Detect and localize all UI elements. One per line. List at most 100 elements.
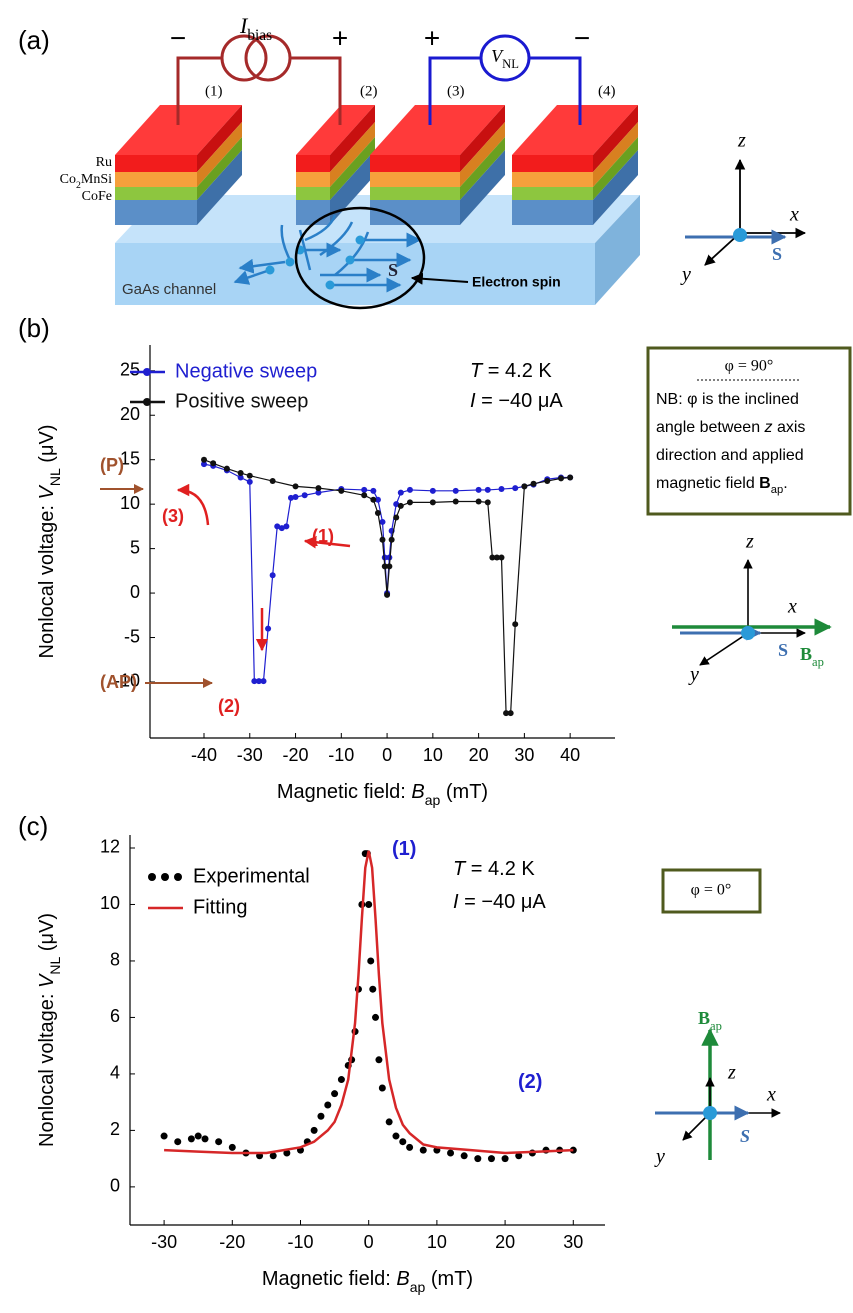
x-tick-label: 20 bbox=[469, 745, 489, 765]
data-point bbox=[507, 710, 514, 717]
data-point bbox=[278, 525, 285, 532]
data-point bbox=[194, 1132, 202, 1140]
spin-symbol: S bbox=[388, 260, 398, 280]
y-tick-label: 15 bbox=[120, 448, 140, 468]
legend-marker bbox=[143, 398, 151, 406]
data-point bbox=[301, 492, 308, 499]
data-point bbox=[474, 1155, 482, 1163]
data-point bbox=[384, 591, 391, 598]
data-point bbox=[393, 501, 400, 508]
data-point bbox=[452, 487, 459, 494]
text-part: Magnetic field: bbox=[277, 781, 412, 803]
note-box bbox=[661, 868, 762, 914]
panel-label: (b) bbox=[18, 313, 50, 343]
contact-label: (3) bbox=[447, 83, 465, 99]
text-part: = 4.2 K bbox=[465, 858, 535, 880]
text-part: ap bbox=[771, 484, 783, 496]
axis-name: x bbox=[789, 204, 799, 226]
data-point bbox=[292, 494, 299, 501]
data-point bbox=[283, 1149, 291, 1157]
x-tick-label: 0 bbox=[364, 1232, 374, 1252]
text-part: (1) bbox=[312, 526, 334, 546]
data-point bbox=[361, 486, 368, 493]
data-point bbox=[315, 485, 322, 492]
data-point bbox=[498, 486, 505, 493]
text-part: I bbox=[239, 13, 249, 38]
contact-side bbox=[460, 105, 505, 172]
contact-layer bbox=[296, 200, 330, 225]
panel-label: (c) bbox=[18, 811, 48, 841]
arrow bbox=[699, 632, 749, 666]
text-part: Co bbox=[60, 172, 76, 187]
x-tick-label: -30 bbox=[237, 745, 263, 765]
text-part: (3) bbox=[162, 506, 184, 526]
text-part: (2) bbox=[518, 1071, 542, 1093]
arrow bbox=[303, 536, 351, 549]
y-tick-label: 12 bbox=[100, 837, 120, 857]
data-point bbox=[487, 1155, 495, 1163]
legend-label: Experimental bbox=[193, 865, 310, 887]
text-part: B bbox=[396, 1268, 409, 1290]
data-point bbox=[379, 536, 386, 543]
data-point bbox=[489, 554, 496, 561]
data-point bbox=[392, 1132, 400, 1140]
text-part: (μV) bbox=[36, 913, 58, 957]
text-part: (P) bbox=[100, 455, 124, 475]
y-tick-label: 5 bbox=[130, 537, 140, 557]
data-point bbox=[370, 496, 377, 503]
text-part: = −40 μA bbox=[459, 891, 547, 913]
spin-label: Electron spin bbox=[472, 274, 561, 290]
x-tick-label: 10 bbox=[423, 745, 443, 765]
annotation: I = −40 μA bbox=[453, 891, 546, 913]
data-point bbox=[544, 478, 551, 485]
data-point bbox=[246, 478, 253, 485]
spin bbox=[703, 1106, 717, 1120]
wire bbox=[290, 56, 342, 125]
data-point bbox=[515, 1152, 523, 1160]
arrow bbox=[176, 483, 210, 526]
data-point bbox=[255, 678, 262, 685]
text-part: V bbox=[36, 973, 58, 988]
contact-side bbox=[197, 150, 242, 225]
contact-side bbox=[197, 105, 242, 172]
data-point bbox=[269, 572, 276, 579]
axis-name: y bbox=[654, 1146, 665, 1168]
series-line bbox=[203, 463, 571, 682]
data-point bbox=[460, 1152, 468, 1160]
current-source bbox=[220, 34, 268, 82]
data-point bbox=[452, 498, 459, 505]
x-axis-label: Magnetic field: Bap (mT) bbox=[277, 781, 488, 807]
data-point bbox=[338, 487, 345, 494]
y-tick-label: 6 bbox=[110, 1006, 120, 1026]
text-part: B bbox=[759, 475, 771, 492]
x-tick-label: 10 bbox=[427, 1232, 447, 1252]
voltmeter bbox=[479, 34, 531, 82]
text-part: V bbox=[36, 485, 58, 500]
y-tick-label: 0 bbox=[130, 582, 140, 602]
data-point bbox=[201, 461, 208, 468]
text-part: B bbox=[800, 644, 812, 664]
text-part: ap bbox=[425, 792, 441, 808]
data-point bbox=[174, 1138, 182, 1146]
data-point bbox=[331, 1090, 339, 1098]
contact-layer bbox=[370, 172, 460, 187]
y-tick-label: 4 bbox=[110, 1063, 120, 1083]
text-part: T bbox=[470, 360, 484, 382]
angle-label: φ = 0° bbox=[691, 882, 732, 899]
channel-label: GaAs channel bbox=[122, 281, 216, 298]
text-part: (μV) bbox=[36, 425, 58, 469]
data-point bbox=[251, 678, 258, 685]
legend-label: Fitting bbox=[193, 896, 247, 918]
legend-marker bbox=[143, 368, 151, 376]
layer-label: Ru bbox=[96, 155, 112, 170]
polarity: + bbox=[332, 22, 348, 53]
data-point bbox=[397, 489, 404, 496]
legend-label: Positive sweep bbox=[175, 390, 308, 412]
data-point bbox=[375, 1056, 383, 1064]
data-point bbox=[160, 1132, 168, 1140]
data-point bbox=[374, 496, 381, 503]
text-part: CoFe bbox=[82, 189, 112, 204]
text-part: ap bbox=[410, 1279, 426, 1295]
x-tick-label: -10 bbox=[328, 745, 354, 765]
